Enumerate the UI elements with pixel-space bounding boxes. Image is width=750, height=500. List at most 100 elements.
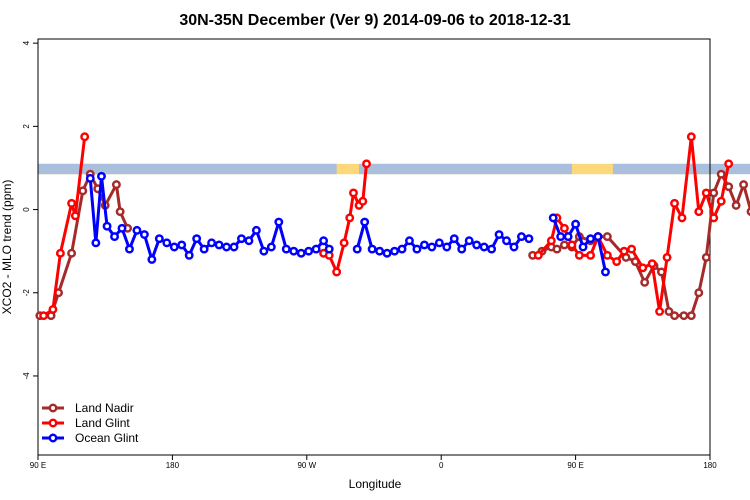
point-ocean-glint-36 [367, 244, 377, 254]
point-land-glint-21 [586, 250, 595, 260]
point-land-glint-5 [80, 132, 90, 142]
point-land-nadir-20 [602, 232, 612, 242]
series-ocean-glint [85, 171, 610, 277]
point-ocean-glint-65 [601, 267, 610, 277]
series-line-land-glint-0 [42, 136, 87, 317]
point-ocean-glint-4 [110, 232, 119, 242]
point-land-glint-20 [574, 250, 584, 260]
point-ocean-glint-15 [192, 234, 202, 244]
point-land-glint-13 [358, 196, 368, 206]
point-land-glint-28 [647, 259, 657, 269]
point-ocean-glint-29 [296, 248, 306, 258]
point-ocean-glint-59 [556, 232, 566, 242]
point-ocean-glint-58 [548, 213, 558, 223]
point-ocean-glint-44 [427, 242, 437, 252]
x-tick-label-4: 90 E [567, 461, 583, 470]
point-land-glint-3 [67, 198, 77, 208]
point-land-nadir-37 [746, 207, 750, 216]
point-land-glint-23 [602, 250, 612, 260]
point-land-glint-25 [619, 246, 629, 256]
point-land-glint-35 [701, 188, 711, 198]
point-land-nadir-27 [670, 311, 679, 321]
point-land-nadir-35 [731, 200, 741, 210]
point-ocean-glint-40 [397, 244, 407, 254]
point-land-glint-29 [655, 307, 665, 316]
point-ocean-glint-3 [102, 221, 112, 231]
point-land-glint-14 [362, 159, 371, 169]
point-land-glint-0 [39, 311, 49, 321]
point-land-glint-11 [349, 188, 358, 198]
point-land-nadir-29 [686, 311, 696, 321]
land-ocean-band [38, 163, 750, 175]
point-land-glint-37 [716, 196, 726, 206]
point-ocean-glint-61 [571, 219, 581, 229]
legend-marker-land-nadir [48, 403, 58, 413]
point-ocean-glint-55 [509, 242, 519, 252]
point-land-nadir-8 [111, 180, 121, 190]
band-ocean-0 [38, 163, 337, 175]
point-land-glint-27 [638, 263, 648, 273]
point-ocean-glint-57 [524, 234, 534, 244]
point-ocean-glint-60 [563, 232, 573, 242]
point-land-glint-34 [694, 207, 704, 217]
point-ocean-glint-11 [162, 238, 172, 248]
point-land-glint-19 [567, 240, 577, 250]
point-ocean-glint-54 [502, 236, 511, 246]
point-ocean-glint-0 [85, 173, 95, 183]
legend-label-land-nadir: Land Nadir [75, 401, 134, 415]
point-land-nadir-15 [559, 240, 569, 250]
point-land-glint-9 [339, 238, 349, 248]
y-tick-label-4: -4 [22, 372, 31, 380]
point-land-nadir-31 [701, 252, 711, 262]
legend-label-ocean-glint: Ocean Glint [75, 431, 139, 445]
point-ocean-glint-39 [390, 246, 399, 256]
x-tick-label-1: 180 [166, 461, 180, 470]
point-land-glint-1 [48, 304, 58, 314]
point-land-nadir-4 [78, 186, 88, 196]
x-tick-label-3: 0 [439, 461, 444, 470]
point-land-nadir-33 [716, 169, 726, 179]
point-land-nadir-3 [67, 248, 77, 258]
point-ocean-glint-20 [229, 242, 239, 252]
point-ocean-glint-47 [449, 234, 459, 244]
y-axis: 4 2 0 -2 -4 [22, 40, 38, 380]
series-land-nadir [35, 169, 750, 321]
point-land-glint-30 [662, 252, 672, 262]
y-tick-label-0: 4 [22, 40, 31, 45]
point-land-glint-10 [345, 213, 355, 223]
x-tick-label-5: 180 [703, 461, 717, 470]
point-ocean-glint-14 [184, 250, 194, 260]
x-tick-label-2: 90 W [297, 461, 316, 470]
point-ocean-glint-56 [517, 232, 526, 242]
point-land-nadir-23 [640, 277, 650, 287]
point-land-nadir-26 [664, 307, 674, 316]
legend-label-land-glint: Land Glint [75, 416, 130, 430]
point-land-glint-18 [559, 223, 569, 233]
point-land-nadir-28 [679, 311, 689, 321]
point-ocean-glint-5 [117, 223, 127, 233]
point-ocean-glint-1 [91, 238, 101, 248]
point-ocean-glint-33 [324, 244, 334, 254]
point-ocean-glint-23 [251, 225, 261, 235]
point-ocean-glint-9 [147, 255, 157, 264]
point-land-glint-24 [612, 257, 622, 267]
point-land-glint-15 [533, 250, 543, 260]
point-ocean-glint-50 [472, 240, 482, 250]
point-ocean-glint-53 [494, 230, 504, 239]
point-land-glint-31 [670, 198, 679, 208]
plot-frame [37, 38, 711, 456]
point-ocean-glint-18 [214, 240, 224, 250]
point-ocean-glint-45 [434, 238, 444, 248]
band-ocean-1 [359, 163, 572, 175]
point-ocean-glint-6 [125, 244, 134, 254]
point-land-nadir-36 [739, 180, 749, 190]
point-ocean-glint-64 [593, 232, 603, 242]
point-ocean-glint-46 [442, 242, 452, 252]
point-ocean-glint-2 [97, 171, 106, 181]
point-ocean-glint-7 [132, 225, 142, 235]
point-ocean-glint-13 [177, 240, 187, 250]
x-tick-label-0: 90 E [30, 461, 46, 470]
y-tick-label-2: 0 [22, 207, 31, 212]
